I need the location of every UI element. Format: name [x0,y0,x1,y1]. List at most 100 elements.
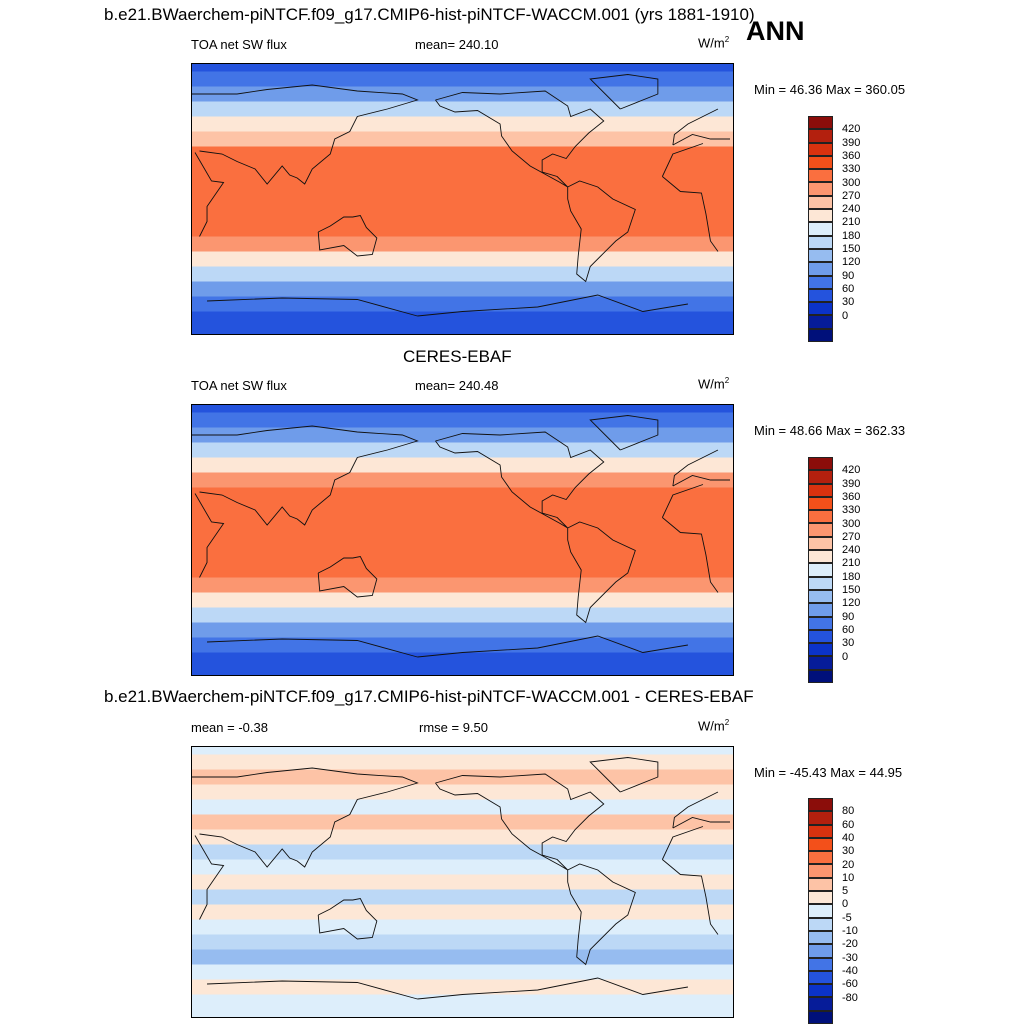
zonal-band [192,311,733,327]
coastline [192,84,419,185]
coastline [672,449,719,487]
zonal-band [192,206,733,222]
coastline [661,826,704,860]
colorbar-tick-label: -10 [842,925,858,937]
zonal-band [192,769,733,785]
colorbar-swatch [808,536,833,551]
zonal-band [192,637,733,653]
zonal-band [192,71,733,87]
colorbar-tick-label: 180 [842,570,861,583]
zonal-band [192,161,733,177]
colorbar-swatch [808,496,833,511]
coastline [207,980,418,1000]
zonal-band [192,405,733,413]
coastline [672,475,730,487]
coastline [192,425,419,526]
zonal-band [192,994,733,1010]
colorbar-tick-label: 80 [842,805,855,818]
minmax-label: Min = -45.43 Max = 44.95 [754,765,903,780]
zonal-band [192,412,733,428]
coastline [661,484,704,518]
colorbar-tick-label: 0 [842,650,849,663]
coastline [207,638,418,658]
zonal-band [192,532,733,548]
coastline [567,521,636,624]
colorbar-swatch [808,576,833,590]
zonal-band [192,607,733,623]
colorbar [808,798,833,1024]
colorbar-swatch [808,917,833,931]
colorbar-tick-label: 120 [842,597,861,610]
colorbar-tick-label: -30 [842,951,858,964]
panel-title-model: b.e21.BWaerchem-piNTCF.f09_g17.CMIP6-his… [104,5,755,24]
colorbar-tick-label: 90 [842,269,855,282]
coastline [317,555,378,598]
colorbar-swatch [808,523,833,537]
zonal-band [192,86,733,102]
colorbar-tick-label: -20 [842,938,858,951]
zonal-band [192,326,733,334]
colorbar-swatch [808,155,833,170]
colorbar-tick-label: 330 [842,163,861,176]
colorbar-swatch [808,984,833,998]
colorbar-tick-label: 150 [842,243,861,255]
zonal-band [192,577,733,593]
colorbar-swatch [808,235,833,249]
coastline [417,635,688,658]
zonal-band [192,667,733,675]
colorbar-tick-label: 60 [842,818,855,831]
colorbar-tick-label: 150 [842,584,861,596]
coastline [417,294,688,317]
colorbar-tick-label: 10 [842,871,855,884]
zonal-band [192,487,733,503]
colorbar-swatch [808,891,833,905]
zonal-band [192,814,733,830]
colorbar-tick-label: -40 [842,964,858,977]
coastline [435,90,605,188]
colorbar-tick-label: 90 [842,610,855,623]
colorbar-tick-label: 60 [842,282,855,295]
coastline [589,74,659,110]
coastline [194,493,225,578]
colorbar-swatch [808,603,833,617]
zonal-band [192,116,733,132]
colorbar-swatch [808,904,833,918]
coastline [207,297,418,317]
map-plot [192,747,733,1017]
colorbar-tick-label: 5 [842,885,849,898]
coastline [672,791,719,829]
colorbar-tick-label: 30 [842,296,855,309]
colorbar-swatch [808,563,833,577]
coastline [672,134,730,146]
coastline [192,767,419,868]
coastline [662,859,719,935]
colorbar-swatch [808,970,833,985]
colorbar-tick-label: 20 [842,858,855,871]
colorbar-swatch [808,798,833,812]
coastline [589,757,659,793]
zonal-band [192,562,733,578]
colorbar-tick-label: 390 [842,136,861,149]
colorbar-swatch [808,864,833,878]
colorbar-tick-label: 0 [842,309,849,322]
colorbar-tick-label: 180 [842,229,861,242]
panel-rmse-label: rmse = 9.50 [419,720,489,735]
colorbar-swatch [808,669,833,684]
coastline [435,431,605,529]
colorbar-tick-label: -60 [842,978,858,991]
colorbar-tick-label: 270 [842,189,861,202]
zonal-band [192,859,733,875]
colorbar-tick-label: 300 [842,176,861,189]
colorbar-swatch [808,470,833,484]
contour-map-model [191,63,734,335]
colorbar-swatch [808,824,833,838]
zonal-band [192,266,733,282]
zonal-band [192,844,733,860]
colorbar-tick-label: -80 [842,991,858,1004]
colorbar-tick-label: -5 [842,911,852,924]
zonal-band [192,784,733,800]
panel-units-label: W/m2 [698,376,730,392]
colorbar-tick-label: 210 [842,216,861,229]
colorbar-tick-label: 60 [842,623,855,636]
zonal-band [192,754,733,770]
